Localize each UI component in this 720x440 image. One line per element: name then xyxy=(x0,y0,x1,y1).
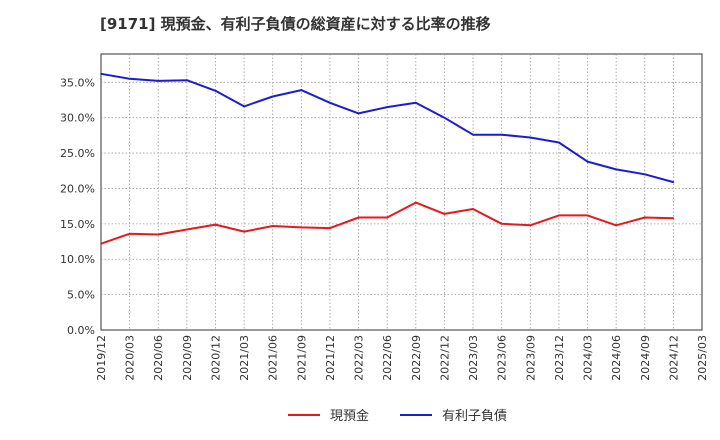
x-tick-label: 2023/09 xyxy=(524,335,537,381)
data-point xyxy=(615,224,617,227)
x-tick-label: 2025/03 xyxy=(696,335,709,381)
x-tick-label: 2020/06 xyxy=(152,335,165,381)
data-point xyxy=(214,223,217,226)
data-point xyxy=(157,233,160,236)
data-point xyxy=(357,216,360,219)
x-tick-label: 2023/03 xyxy=(467,335,480,381)
x-tick-label: 2024/03 xyxy=(582,335,595,381)
data-point xyxy=(214,90,217,92)
y-tick-label: 15.0% xyxy=(60,218,95,231)
data-point xyxy=(586,214,589,217)
data-point xyxy=(672,217,675,219)
y-tick-label: 25.0% xyxy=(60,147,95,160)
x-tick-label: 2022/06 xyxy=(381,335,394,381)
data-point xyxy=(643,173,646,176)
data-point xyxy=(500,133,503,136)
data-point xyxy=(472,208,474,210)
legend-label-0: 現預金 xyxy=(330,408,369,424)
data-point xyxy=(329,227,331,229)
data-point xyxy=(128,232,131,235)
x-tick-label: 2022/09 xyxy=(410,335,423,381)
y-tick-label: 5.0% xyxy=(67,289,95,302)
data-point xyxy=(300,226,303,229)
y-tick-label: 35.0% xyxy=(60,76,95,89)
data-point xyxy=(529,224,532,227)
data-point xyxy=(300,89,303,91)
plot-area xyxy=(100,53,703,331)
data-point xyxy=(472,133,474,136)
x-tick-label: 2024/12 xyxy=(667,335,680,381)
x-tick-label: 2021/03 xyxy=(238,335,251,381)
data-point xyxy=(558,214,560,217)
data-point xyxy=(386,216,388,219)
data-point xyxy=(271,95,274,98)
data-point xyxy=(558,141,560,144)
data-point xyxy=(243,230,245,233)
x-tick-label: 2020/03 xyxy=(124,335,137,381)
x-tick-label: 2024/06 xyxy=(610,335,623,381)
x-tick-label: 2021/12 xyxy=(324,335,337,381)
data-point xyxy=(415,201,417,204)
data-point xyxy=(443,116,446,119)
x-tick-label: 2024/09 xyxy=(639,335,652,381)
y-tick-label: 10.0% xyxy=(60,253,95,266)
data-point xyxy=(500,223,503,225)
data-point xyxy=(186,79,188,81)
data-point xyxy=(329,102,331,104)
data-point xyxy=(100,242,102,245)
x-tick-label: 2022/03 xyxy=(353,335,366,381)
x-tick-label: 2021/06 xyxy=(267,335,280,381)
legend-label-1: 有利子負債 xyxy=(442,409,507,424)
y-tick-label: 0.0% xyxy=(67,324,95,337)
x-tick-label: 2020/09 xyxy=(181,335,194,381)
y-tick-label: 20.0% xyxy=(60,182,95,195)
data-point xyxy=(415,102,417,104)
data-point xyxy=(357,112,360,115)
data-point xyxy=(157,80,160,82)
data-point xyxy=(643,216,646,219)
data-point xyxy=(586,160,589,163)
x-tick-label: 2019/12 xyxy=(95,335,108,381)
data-point xyxy=(443,213,446,215)
data-point xyxy=(128,77,131,80)
data-point xyxy=(271,225,274,227)
chart-title: [9171] 現預金、有利子負債の総資産に対する比率の推移 xyxy=(100,15,491,33)
y-tick-label: 30.0% xyxy=(60,112,95,125)
data-point xyxy=(615,168,617,171)
x-tick-label: 2022/12 xyxy=(438,335,451,381)
x-tick-label: 2021/09 xyxy=(295,335,308,381)
data-point xyxy=(386,106,388,108)
x-tick-label: 2020/12 xyxy=(209,335,222,381)
data-point xyxy=(100,73,102,75)
data-point xyxy=(186,228,188,231)
x-tick-label: 2023/06 xyxy=(496,335,509,381)
x-tick-label: 2023/12 xyxy=(553,335,566,381)
data-point xyxy=(529,136,532,139)
data-point xyxy=(672,181,675,183)
data-point xyxy=(243,105,245,108)
